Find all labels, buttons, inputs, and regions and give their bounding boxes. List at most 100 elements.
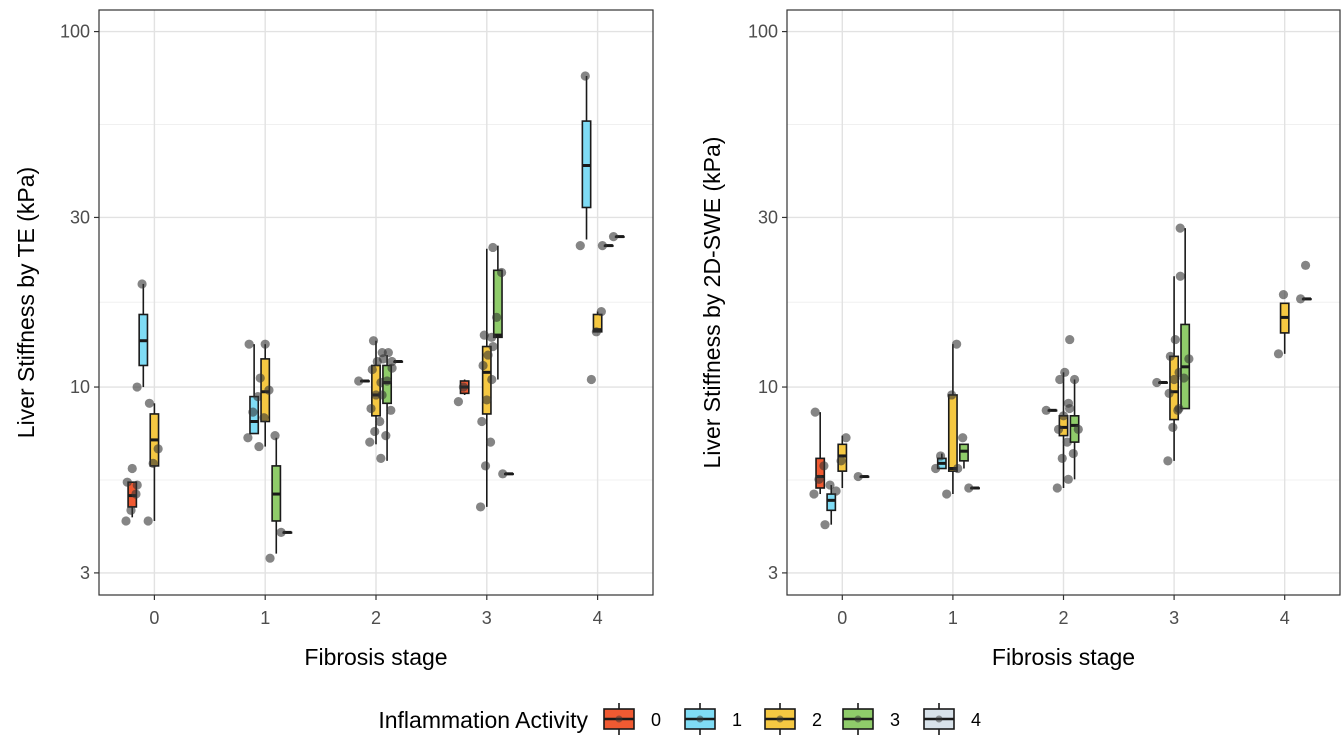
data-point bbox=[482, 395, 492, 405]
legend-key-point bbox=[696, 715, 704, 723]
legend-key-label: 0 bbox=[651, 710, 661, 730]
data-point bbox=[132, 480, 142, 490]
data-point bbox=[126, 505, 136, 515]
data-point bbox=[366, 403, 376, 414]
box bbox=[492, 269, 503, 339]
data-point bbox=[1175, 271, 1185, 281]
data-point bbox=[1069, 374, 1080, 385]
box-plot-series-1 bbox=[931, 451, 947, 474]
box-plot-series-4 bbox=[853, 471, 870, 482]
box-plot-series-1 bbox=[354, 376, 370, 386]
box-plot-series-2 bbox=[1273, 289, 1290, 359]
x-tick-label: 2 bbox=[371, 608, 381, 628]
data-point bbox=[483, 350, 493, 360]
box-plot-series-4 bbox=[276, 527, 293, 538]
box-plot-series-3 bbox=[953, 433, 969, 474]
box-plot-series-1 bbox=[1152, 377, 1168, 388]
data-point bbox=[485, 437, 496, 447]
x-axis-title: Fibrosis stage bbox=[992, 644, 1135, 670]
box-plot-series-2 bbox=[942, 339, 962, 499]
box-plot-series-4 bbox=[964, 483, 980, 493]
data-point bbox=[597, 240, 608, 251]
data-point bbox=[586, 374, 596, 385]
data-point bbox=[953, 463, 963, 474]
data-point bbox=[819, 461, 829, 471]
box-plot-series-0 bbox=[121, 463, 142, 526]
x-tick-label: 3 bbox=[1169, 608, 1179, 628]
data-point bbox=[809, 489, 819, 499]
data-point bbox=[1295, 294, 1306, 304]
data-point bbox=[1060, 367, 1070, 377]
legend-key-label: 2 bbox=[812, 710, 822, 730]
data-point bbox=[255, 373, 265, 383]
data-point bbox=[1063, 474, 1073, 484]
data-point bbox=[453, 397, 464, 407]
data-point bbox=[1179, 373, 1189, 383]
y-tick-label: 3 bbox=[768, 563, 778, 583]
box-plot-series-3 bbox=[597, 240, 614, 251]
legend-key-point bbox=[854, 715, 862, 723]
data-point bbox=[143, 516, 153, 526]
data-point bbox=[381, 431, 391, 441]
box-plot-series-1 bbox=[820, 480, 837, 530]
data-point bbox=[931, 463, 941, 474]
x-tick-label: 1 bbox=[260, 608, 270, 628]
data-point bbox=[1053, 424, 1064, 435]
data-point bbox=[1068, 448, 1078, 459]
box-plot-series-4 bbox=[387, 356, 404, 367]
box-plot-series-1 bbox=[575, 71, 592, 251]
legend-key-point bbox=[615, 715, 623, 723]
legend-key-label: 1 bbox=[732, 710, 742, 730]
x-tick-label: 2 bbox=[1058, 608, 1068, 628]
data-point bbox=[853, 471, 863, 482]
x-tick-label: 0 bbox=[837, 608, 847, 628]
box-plot-series-1 bbox=[1041, 405, 1058, 415]
data-point bbox=[248, 407, 258, 417]
data-point bbox=[480, 461, 491, 471]
y-tick-label: 10 bbox=[758, 377, 778, 397]
legend-key-0: 0 bbox=[603, 703, 661, 735]
data-point bbox=[836, 456, 846, 466]
data-point bbox=[952, 339, 962, 349]
data-point bbox=[1174, 403, 1184, 414]
te-panel: 3 10 30 100 0 1 2 3 4 Fibrosis stage Liver Stiffne… bbox=[13, 9, 654, 670]
box-plot-series-4 bbox=[608, 231, 625, 242]
data-point bbox=[144, 398, 155, 408]
data-point bbox=[1165, 351, 1175, 361]
data-point bbox=[820, 520, 830, 530]
box-plot-series-2 bbox=[143, 398, 163, 526]
data-point bbox=[1163, 456, 1173, 466]
legend-key-4: 4 bbox=[923, 703, 981, 735]
y-axis-title: Liver Stiffness by 2D-SWE (kPa) bbox=[699, 137, 725, 469]
data-point bbox=[260, 339, 270, 349]
data-point bbox=[368, 336, 379, 346]
y-tick-label: 30 bbox=[70, 207, 90, 227]
legend-key-3: 3 bbox=[842, 703, 900, 735]
data-point bbox=[382, 376, 392, 386]
box-plot-series-1 bbox=[132, 279, 149, 392]
data-point bbox=[825, 480, 835, 490]
x-tick-label: 3 bbox=[482, 608, 492, 628]
data-point bbox=[1168, 422, 1178, 432]
data-point bbox=[254, 441, 264, 452]
legend-key-point bbox=[935, 715, 943, 723]
y-tick-label: 100 bbox=[748, 22, 778, 42]
data-point bbox=[492, 312, 502, 323]
data-point bbox=[127, 463, 137, 474]
x-tick-label: 0 bbox=[149, 608, 159, 628]
data-point bbox=[841, 433, 851, 443]
data-point bbox=[1073, 424, 1083, 435]
data-point bbox=[935, 451, 946, 461]
data-point bbox=[488, 242, 498, 253]
data-point bbox=[942, 489, 952, 499]
data-point bbox=[477, 416, 487, 427]
data-point bbox=[383, 347, 393, 358]
data-point bbox=[377, 390, 387, 400]
x-axis-title: Fibrosis stage bbox=[304, 644, 447, 670]
box-plot-series-0 bbox=[453, 379, 470, 407]
box-plot-series-3 bbox=[376, 347, 397, 463]
data-point bbox=[131, 489, 141, 499]
data-point bbox=[253, 391, 263, 402]
